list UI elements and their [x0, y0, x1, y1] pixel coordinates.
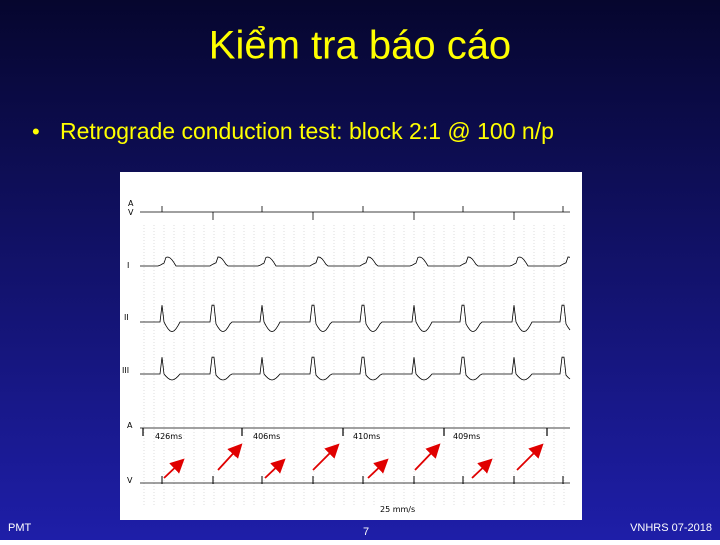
paper-speed: 25 mm/s	[380, 505, 415, 514]
ecg-trace	[140, 304, 571, 333]
lead-label: A	[128, 199, 134, 208]
ecg-paper	[120, 172, 582, 520]
lead-label: II	[124, 313, 129, 322]
lead-label: I	[127, 261, 129, 270]
red-arrow	[516, 443, 544, 471]
red-arrow	[312, 443, 340, 471]
red-arrow	[471, 458, 493, 479]
red-arrow	[367, 458, 389, 479]
ecg-figure: A V I II III A V 426ms 406ms 410ms 409ms…	[120, 172, 582, 520]
interval-label: 406ms	[253, 432, 280, 441]
bullet-text: Retrograde conduction test: block 2:1 @ …	[60, 118, 554, 144]
interval-label: 410ms	[353, 432, 380, 441]
interval-label: 409ms	[453, 432, 480, 441]
red-arrow	[217, 443, 243, 471]
bullet-dot: •	[32, 119, 40, 144]
lead-label: III	[122, 366, 129, 375]
red-arrow	[264, 458, 286, 479]
footer-right: VNHRS 07-2018	[630, 522, 712, 534]
lead-label: A	[127, 421, 133, 430]
red-arrow	[414, 443, 441, 471]
ecg-trace	[140, 356, 571, 381]
ecg-trace	[140, 256, 571, 267]
slide-title: Kiểm tra báo cáo	[209, 24, 511, 68]
red-arrow	[163, 458, 185, 479]
interval-label: 426ms	[155, 432, 182, 441]
footer-left: PMT	[8, 522, 32, 534]
page-number: 7	[363, 526, 369, 538]
lead-label: V	[128, 208, 134, 217]
lead-label: V	[127, 476, 133, 485]
